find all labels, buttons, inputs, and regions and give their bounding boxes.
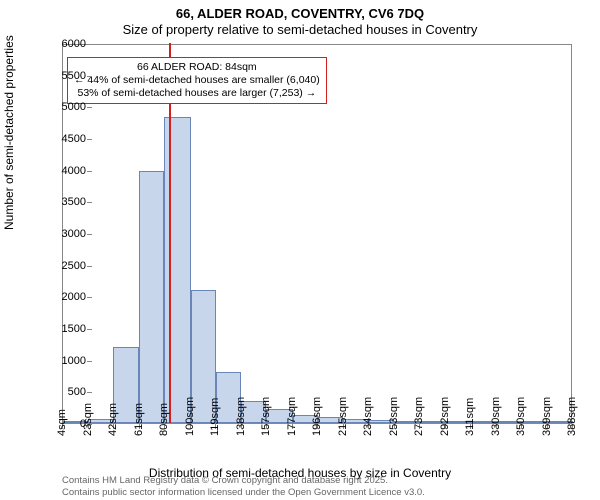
x-tick-label: 369sqm	[541, 397, 553, 436]
annotation-line1: 66 ALDER ROAD: 84sqm	[74, 61, 320, 74]
x-tick-label: 388sqm	[566, 397, 578, 436]
y-tick: 5000	[42, 101, 86, 113]
annotation-line2: ← 44% of semi-detached houses are smalle…	[74, 74, 320, 87]
plot-area: 66 ALDER ROAD: 84sqm← 44% of semi-detach…	[62, 44, 572, 424]
chart-area: 66 ALDER ROAD: 84sqm← 44% of semi-detach…	[62, 44, 572, 424]
x-tick-label: 311sqm	[464, 398, 476, 436]
chart-title: 66, ALDER ROAD, COVENTRY, CV6 7DQ Size o…	[0, 0, 600, 39]
y-tick: 2500	[42, 260, 86, 272]
title-line1: 66, ALDER ROAD, COVENTRY, CV6 7DQ	[0, 6, 600, 22]
x-tick-label: 157sqm	[260, 397, 272, 436]
y-tick: 2000	[42, 291, 86, 303]
y-tick: 500	[42, 386, 86, 398]
y-tick: 5500	[42, 70, 86, 82]
x-tick-label: 4sqm	[56, 409, 68, 436]
y-tick: 6000	[42, 38, 86, 50]
x-tick-label: 330sqm	[490, 397, 502, 436]
footer-attribution: Contains HM Land Registry data © Crown c…	[62, 475, 425, 498]
y-tick: 4000	[42, 165, 86, 177]
x-tick-label: 42sqm	[107, 403, 119, 436]
y-tick: 4500	[42, 133, 86, 145]
histogram-bar	[139, 171, 164, 423]
y-tick: 1500	[42, 323, 86, 335]
x-tick-label: 215sqm	[337, 397, 349, 436]
x-tick-label: 350sqm	[515, 397, 527, 436]
footer-line1: Contains HM Land Registry data © Crown c…	[62, 475, 425, 486]
x-tick-label: 80sqm	[158, 403, 170, 436]
x-tick-label: 138sqm	[235, 397, 247, 436]
title-line2: Size of property relative to semi-detach…	[0, 22, 600, 38]
annotation-line3: 53% of semi-detached houses are larger (…	[74, 87, 320, 100]
x-tick-label: 119sqm	[209, 398, 221, 436]
histogram-bar	[164, 117, 191, 423]
marker-annotation: 66 ALDER ROAD: 84sqm← 44% of semi-detach…	[67, 57, 327, 104]
x-tick-label: 23sqm	[82, 403, 94, 436]
x-tick-label: 292sqm	[439, 397, 451, 436]
y-tick: 3500	[42, 196, 86, 208]
x-tick-label: 100sqm	[184, 397, 196, 436]
x-tick-label: 196sqm	[311, 397, 323, 436]
x-tick-label: 177sqm	[286, 397, 298, 436]
x-tick-label: 273sqm	[413, 397, 425, 436]
x-tick-label: 234sqm	[362, 397, 374, 436]
y-axis-label: Number of semi-detached properties	[2, 35, 16, 230]
x-tick-label: 61sqm	[133, 403, 145, 436]
y-tick: 3000	[42, 228, 86, 240]
y-tick: 1000	[42, 355, 86, 367]
x-tick-label: 253sqm	[388, 397, 400, 436]
footer-line2: Contains public sector information licen…	[62, 487, 425, 498]
